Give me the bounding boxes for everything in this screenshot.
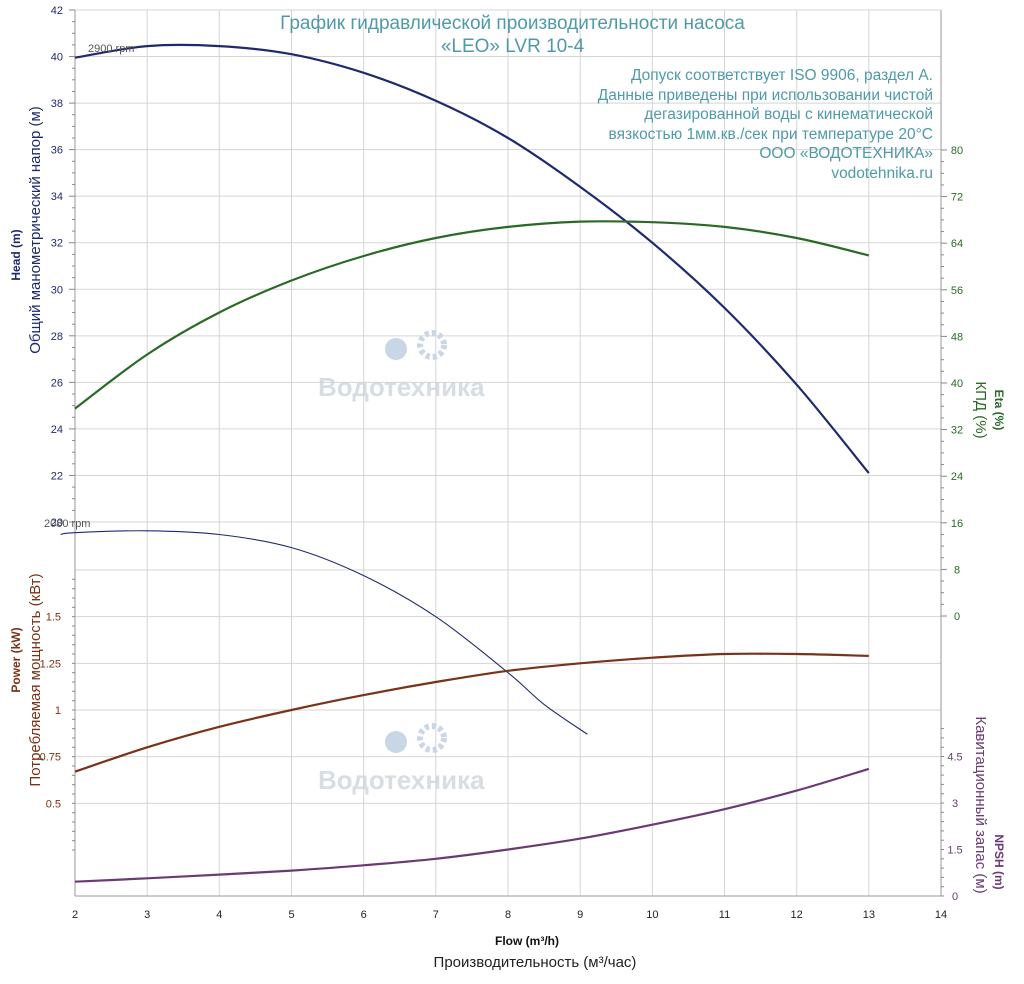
- head-tick-label: 30: [51, 284, 63, 296]
- watermark-gear-icon: [417, 330, 447, 360]
- notes-block: Допуск соответствует ISO 9906, раздел А.…: [513, 66, 933, 183]
- power-curve: [74, 652, 869, 773]
- note-line: дегазированной воды с кинематической: [644, 106, 933, 123]
- x-tick-label: 8: [505, 909, 511, 921]
- npsh-tick-label: 0: [952, 891, 958, 903]
- axis-labels: 2900 rpm 2080 rpm Head (m) Общий манометрич…: [9, 43, 1006, 971]
- eta-curve: [74, 220, 870, 410]
- head-tick-label: 24: [51, 424, 63, 436]
- head-tick-label: 36: [51, 145, 63, 157]
- head-tick-label: 34: [51, 191, 63, 203]
- watermark-gear-icon: [417, 723, 447, 753]
- npsh-tick-label: 3: [952, 798, 958, 810]
- note-line: ООО «ВОДОТЕХНИКА»: [759, 145, 933, 162]
- x-tick-label: 12: [791, 909, 803, 921]
- x-tick-label: 7: [433, 909, 439, 921]
- npsh-curve: [74, 767, 870, 883]
- eta-axis-label-en: Eta (%): [992, 390, 1006, 431]
- note-line: Данные приведены при использовании чисто…: [597, 86, 933, 104]
- npsh-tick-label: 4.5: [947, 752, 962, 764]
- head-axis-label-en: Head (m): [9, 229, 23, 280]
- head-curve: [74, 43, 870, 474]
- npsh-axis-label-en: NPSH (m): [992, 834, 1006, 889]
- head-tick-label: 42: [51, 5, 63, 17]
- curves: [60, 43, 870, 883]
- x-tick-label: 6: [361, 909, 367, 921]
- speed-label-2900: 2900 rpm: [88, 43, 134, 55]
- power-tick-label: 0.75: [40, 752, 61, 764]
- eta-axis-label-ru: КПД (%): [972, 381, 989, 438]
- watermark-drop-icon: [385, 338, 407, 360]
- power-axis-label-ru: Потребляемая мощность (кВт): [27, 573, 44, 786]
- chart-title: График гидравлической производительности…: [230, 12, 795, 58]
- watermarks: [385, 330, 447, 753]
- eta-tick-label: 8: [954, 564, 960, 576]
- eta-tick-label: 16: [951, 518, 963, 530]
- eta-tick-label: 48: [951, 331, 963, 343]
- head-tick-label: 26: [51, 377, 63, 389]
- head-tick-label: 28: [51, 331, 63, 343]
- watermark-brand-text: Водотехника: [318, 372, 485, 402]
- eta-tick-label: 0: [954, 611, 960, 623]
- eta-tick-label: 56: [951, 285, 963, 297]
- head_2080-curve: [60, 530, 588, 735]
- watermark-drop-icon: [385, 731, 407, 753]
- axes: 2 3 4 5 6 7 8 9 10 11 12 13 142022242628303234363840…: [40, 5, 964, 921]
- eta-tick-label: 24: [951, 471, 963, 483]
- npsh-axis-label-ru: Кавитационный запас (м): [972, 716, 989, 893]
- watermark-brand-text: Водотехника: [318, 765, 485, 795]
- head-tick-label: 20: [51, 517, 63, 529]
- power-tick-label: 1.25: [40, 658, 61, 670]
- note-line: vodotehnika.ru: [831, 164, 933, 182]
- x-axis-label-en: Flow (m³/h): [495, 934, 559, 948]
- speed-label-2080: 2080 rpm: [44, 518, 90, 530]
- note-line: вязкостью 1мм.кв./сек при температуре 20…: [608, 125, 933, 143]
- head-tick-label: 38: [51, 98, 63, 110]
- eta-tick-label: 32: [951, 425, 963, 437]
- x-tick-label: 3: [144, 909, 150, 921]
- head-tick-label: 32: [51, 238, 63, 250]
- x-tick-label: 9: [577, 909, 583, 921]
- chart-title-line-1: График гидравлической производительности…: [280, 13, 745, 34]
- x-tick-label: 10: [646, 909, 658, 921]
- npsh-tick-label: 1.5: [947, 845, 962, 857]
- note-line: Допуск соответствует ISO 9906, раздел А.: [630, 67, 933, 84]
- eta-tick-label: 72: [951, 192, 963, 204]
- eta-tick-label: 64: [951, 238, 963, 250]
- power-tick-label: 0.5: [46, 798, 61, 810]
- power-tick-label: 1: [55, 705, 61, 717]
- x-tick-label: 14: [935, 909, 947, 921]
- power-tick-label: 1.5: [46, 612, 61, 624]
- x-tick-label: 11: [719, 909, 730, 921]
- chart-title-line-2: «LEO» LVR 10-4: [440, 36, 585, 57]
- x-tick-label: 4: [216, 909, 222, 921]
- head-tick-label: 40: [51, 52, 63, 64]
- x-tick-label: 13: [863, 909, 875, 921]
- head-tick-label: 22: [51, 470, 63, 482]
- x-tick-label: 5: [288, 909, 294, 921]
- head-axis-label-ru: Общий манометрический напор (м): [27, 106, 44, 354]
- power-axis-label-en: Power (kW): [9, 627, 23, 692]
- x-tick-label: 2: [72, 909, 78, 921]
- eta-tick-label: 80: [951, 145, 963, 157]
- x-axis-label-ru: Производительность (м³/час): [434, 954, 637, 971]
- eta-tick-label: 40: [951, 378, 963, 390]
